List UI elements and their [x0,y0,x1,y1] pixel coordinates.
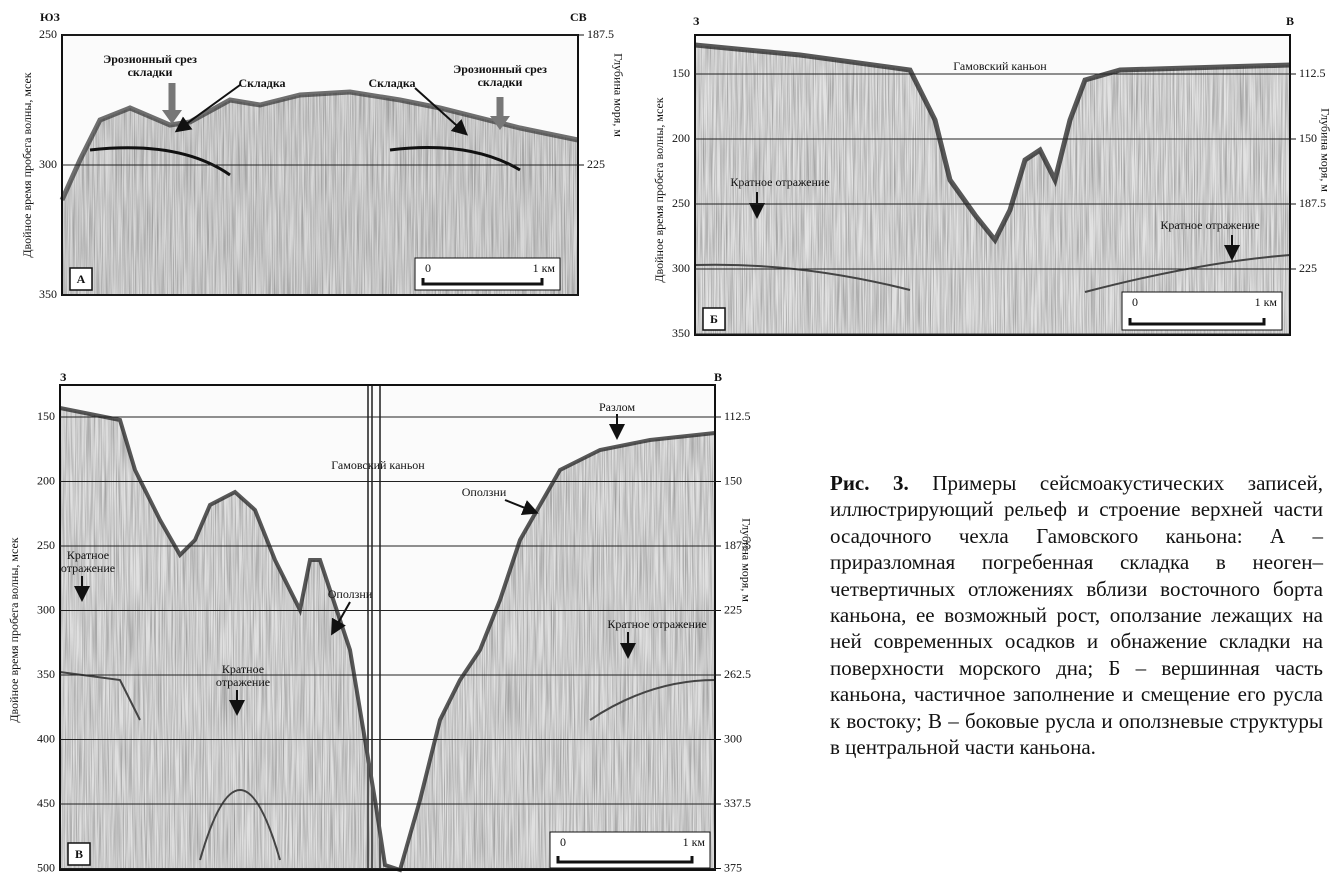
corner-left: З [693,14,699,28]
seismic-b [694,35,1291,335]
left-tick-label: 500 [37,860,55,874]
panel-frame [694,34,1291,336]
right-tick-label: 112.5 [1299,66,1326,80]
annotation: Складка [368,76,415,90]
scale-start: 0 [1132,295,1138,309]
left-tick-label: 350 [39,287,57,301]
panel-letter-box [702,307,726,331]
caption-label: Рис. 3. [830,471,909,495]
right-tick-label: 150 [1299,131,1317,145]
left-tick-label: 250 [672,196,690,210]
scale-bar [556,856,694,864]
left-tick-label: 350 [37,667,55,681]
left-tick-label: 150 [672,66,690,80]
left-tick-label: 450 [37,796,55,810]
scale-start: 0 [425,261,431,275]
annotation: отражение [216,675,270,689]
right-tick-label: 150 [724,473,742,487]
annotation: Гамовский каньон [331,458,425,472]
scale-end: 1 км [1255,295,1278,309]
annotation: Эрозионный срез [453,62,547,76]
corner-left: ЮЗ [40,10,60,24]
corner-right: В [714,370,722,384]
right-tick-label: 187.5 [1299,196,1326,210]
panel-letter-box [69,267,93,291]
annotation: Кратное отражение [730,175,829,189]
panel-letter: А [77,272,86,286]
left-tick-label: 350 [672,326,690,340]
right-tick-label: 112.5 [724,409,751,423]
right-tick-label: 262.5 [724,667,751,681]
annotation: отражение [61,561,115,575]
right-tick-label: 225 [724,602,742,616]
seismic-c [59,385,716,873]
annotation: Складка [238,76,285,90]
annotation: складки [128,65,173,79]
scale-bar [1128,318,1266,326]
annotation: Кратное отражение [607,617,706,631]
left-tick-label: 300 [672,261,690,275]
corner-right: СВ [570,10,587,24]
left-tick-label: 150 [37,409,55,423]
caption-text: Примеры сейсмоакустических записей, иллю… [830,471,1324,760]
annotation: складки [478,75,523,89]
right-axis-label: Глубина моря, м [1318,108,1332,192]
annotation: Гамовский каньон [953,59,1047,73]
annotation: Кратное [222,662,264,676]
right-tick-label: 187.5 [587,27,614,41]
scale-end: 1 км [533,261,556,275]
corner-left: З [60,370,66,384]
annotation: Кратное отражение [1160,218,1259,232]
scale-start: 0 [560,835,566,849]
caption: Рис. 3. Примеры сейсмоакустических запис… [830,470,1323,760]
corner-right: В [1286,14,1294,28]
left-tick-label: 300 [39,157,57,171]
left-tick-label: 250 [37,538,55,552]
left-tick-label: 200 [37,473,55,487]
annotation: Оползни [328,587,373,601]
left-axis-label: Двойное время пробега волны, мсек [7,537,21,722]
right-tick-label: 337.5 [724,796,751,810]
left-axis-label: Двойное время пробега волны, мсек [652,97,666,282]
left-tick-label: 400 [37,731,55,745]
panels: 250 300 350 187.5 225 ЮЗ СВ Двойное время пробе… [7,10,1333,875]
right-tick-label: 300 [724,731,742,745]
right-tick-label: 187.5 [724,538,751,552]
right-axis-label: Глубина моря, м [739,518,753,602]
scale-bar [421,278,544,286]
annotation: Кратное [67,548,109,562]
right-tick-label: 225 [1299,261,1317,275]
left-axis-label: Двойное время пробега волны, мсек [20,72,34,257]
panel-frame [59,384,716,871]
annotation: Эрозионный срез [103,52,197,66]
left-tick-label: 300 [37,602,55,616]
arrows [74,83,1240,716]
right-axis-label: Глубина моря, м [611,53,625,137]
panel-letter: Б [710,312,718,326]
panel-letter: В [75,847,83,861]
annotation: Разлом [599,400,636,414]
scale-end: 1 км [683,835,706,849]
right-tick-label: 375 [724,860,742,874]
panel-letter-box [67,842,91,866]
left-tick-label: 200 [672,131,690,145]
annotation: Оползни [462,485,507,499]
right-tick-label: 225 [587,157,605,171]
left-tick-label: 250 [39,27,57,41]
